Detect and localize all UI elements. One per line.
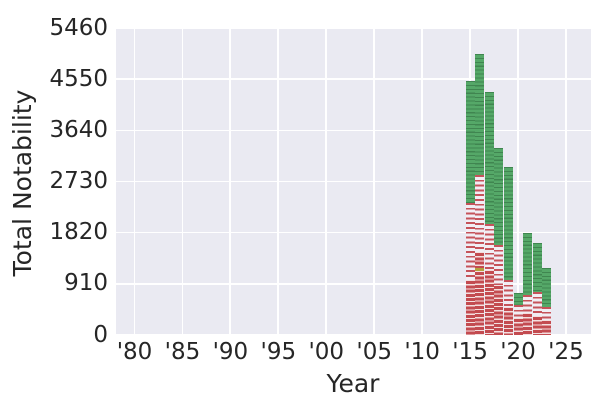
bar-segment-red-sparse: [523, 295, 533, 314]
y-tick-label: 5460: [49, 14, 108, 41]
x-tick-label: '15: [452, 339, 488, 365]
bar-segment-green: [475, 53, 485, 175]
bar-segment-green: [465, 81, 475, 203]
y-tick-label: 4550: [49, 65, 108, 92]
x-tick-label: '90: [212, 339, 249, 365]
plot-area: [116, 28, 591, 335]
y-tick-label: 0: [93, 321, 108, 348]
stacked-bar-2018: [494, 147, 504, 335]
x-tick-label: '95: [260, 339, 297, 365]
stacked-bar-2023: [542, 268, 552, 335]
bar-segment-green: [532, 242, 542, 292]
x-tick-label: '25: [548, 339, 584, 365]
gridline-horizontal: [116, 129, 591, 132]
bar-segment-red-sparse: [465, 202, 475, 280]
gridline-vertical: [229, 28, 232, 335]
bar-segment-red-sparse: [542, 307, 552, 321]
bar-segment-green: [503, 167, 513, 280]
gridline-horizontal: [116, 231, 591, 234]
bar-segment-red-sparse: [494, 244, 504, 285]
bar-segment-red-sparse: [503, 279, 513, 308]
bar-segment-red-dense-lower: [503, 307, 513, 335]
bar-segment-green: [542, 268, 552, 308]
bar-segment-red-dense-upper: [475, 251, 485, 268]
y-tick-label: 3640: [49, 116, 108, 143]
bar-segment-red-dense-lower: [542, 320, 552, 335]
bar-segment-green: [523, 232, 533, 296]
bar-segment-yellow-segment: [475, 267, 485, 271]
stacked-bar-2021: [523, 232, 533, 335]
bar-segment-red-dense-lower: [475, 270, 485, 335]
gridline-vertical: [373, 28, 376, 335]
bar-segment-red-dense-lower: [465, 279, 475, 335]
gridline-horizontal: [116, 78, 591, 80]
bar-segment-red-dense-lower: [513, 318, 523, 335]
bar-segment-red-dense-lower: [523, 313, 533, 335]
x-tick-label: '10: [404, 339, 440, 365]
x-tick-label: '05: [356, 339, 392, 365]
stacked-bar-2020: [513, 292, 523, 335]
stacked-bar-2019: [503, 167, 513, 335]
y-tick-label: 910: [64, 270, 108, 297]
bar-segment-green: [484, 92, 494, 225]
bar-segment-red-sparse: [532, 292, 542, 316]
stacked-bar-2022: [532, 242, 542, 335]
x-tick-label: '20: [500, 339, 536, 365]
x-tick-label: '80: [116, 339, 153, 365]
gridline-vertical: [325, 28, 328, 335]
gridline-vertical: [133, 28, 136, 335]
bar-segment-red-dense-lower: [484, 270, 494, 335]
gridline-vertical: [565, 28, 567, 335]
gridline-vertical: [181, 28, 184, 335]
bar-segment-red-sparse: [475, 174, 485, 252]
x-axis-label: Year: [326, 369, 380, 398]
bar-segment-red-dense-lower: [494, 284, 504, 335]
gridline-vertical: [277, 28, 280, 335]
gridline-horizontal: [116, 283, 591, 285]
y-tick-label: 1820: [49, 219, 108, 246]
x-tick-label: '85: [164, 339, 201, 365]
bar-segment-green: [513, 292, 523, 305]
gridline-horizontal: [116, 180, 591, 183]
bar-segment-red-sparse: [513, 304, 523, 319]
stacked-bar-2016: [475, 53, 485, 335]
gridline-vertical: [421, 28, 424, 335]
gridline-horizontal: [116, 334, 591, 335]
stacked-bar-2015: [465, 81, 475, 335]
bar-segment-red-dense-lower: [532, 315, 542, 335]
bar-segment-red-sparse: [484, 224, 494, 271]
x-tick-label: '00: [308, 339, 345, 365]
gridline-horizontal: [116, 28, 591, 29]
bar-segment-green: [494, 147, 504, 245]
y-tick-label: 2730: [49, 168, 108, 194]
gridline-vertical: [517, 28, 519, 335]
stacked-bar-2017: [484, 92, 494, 335]
